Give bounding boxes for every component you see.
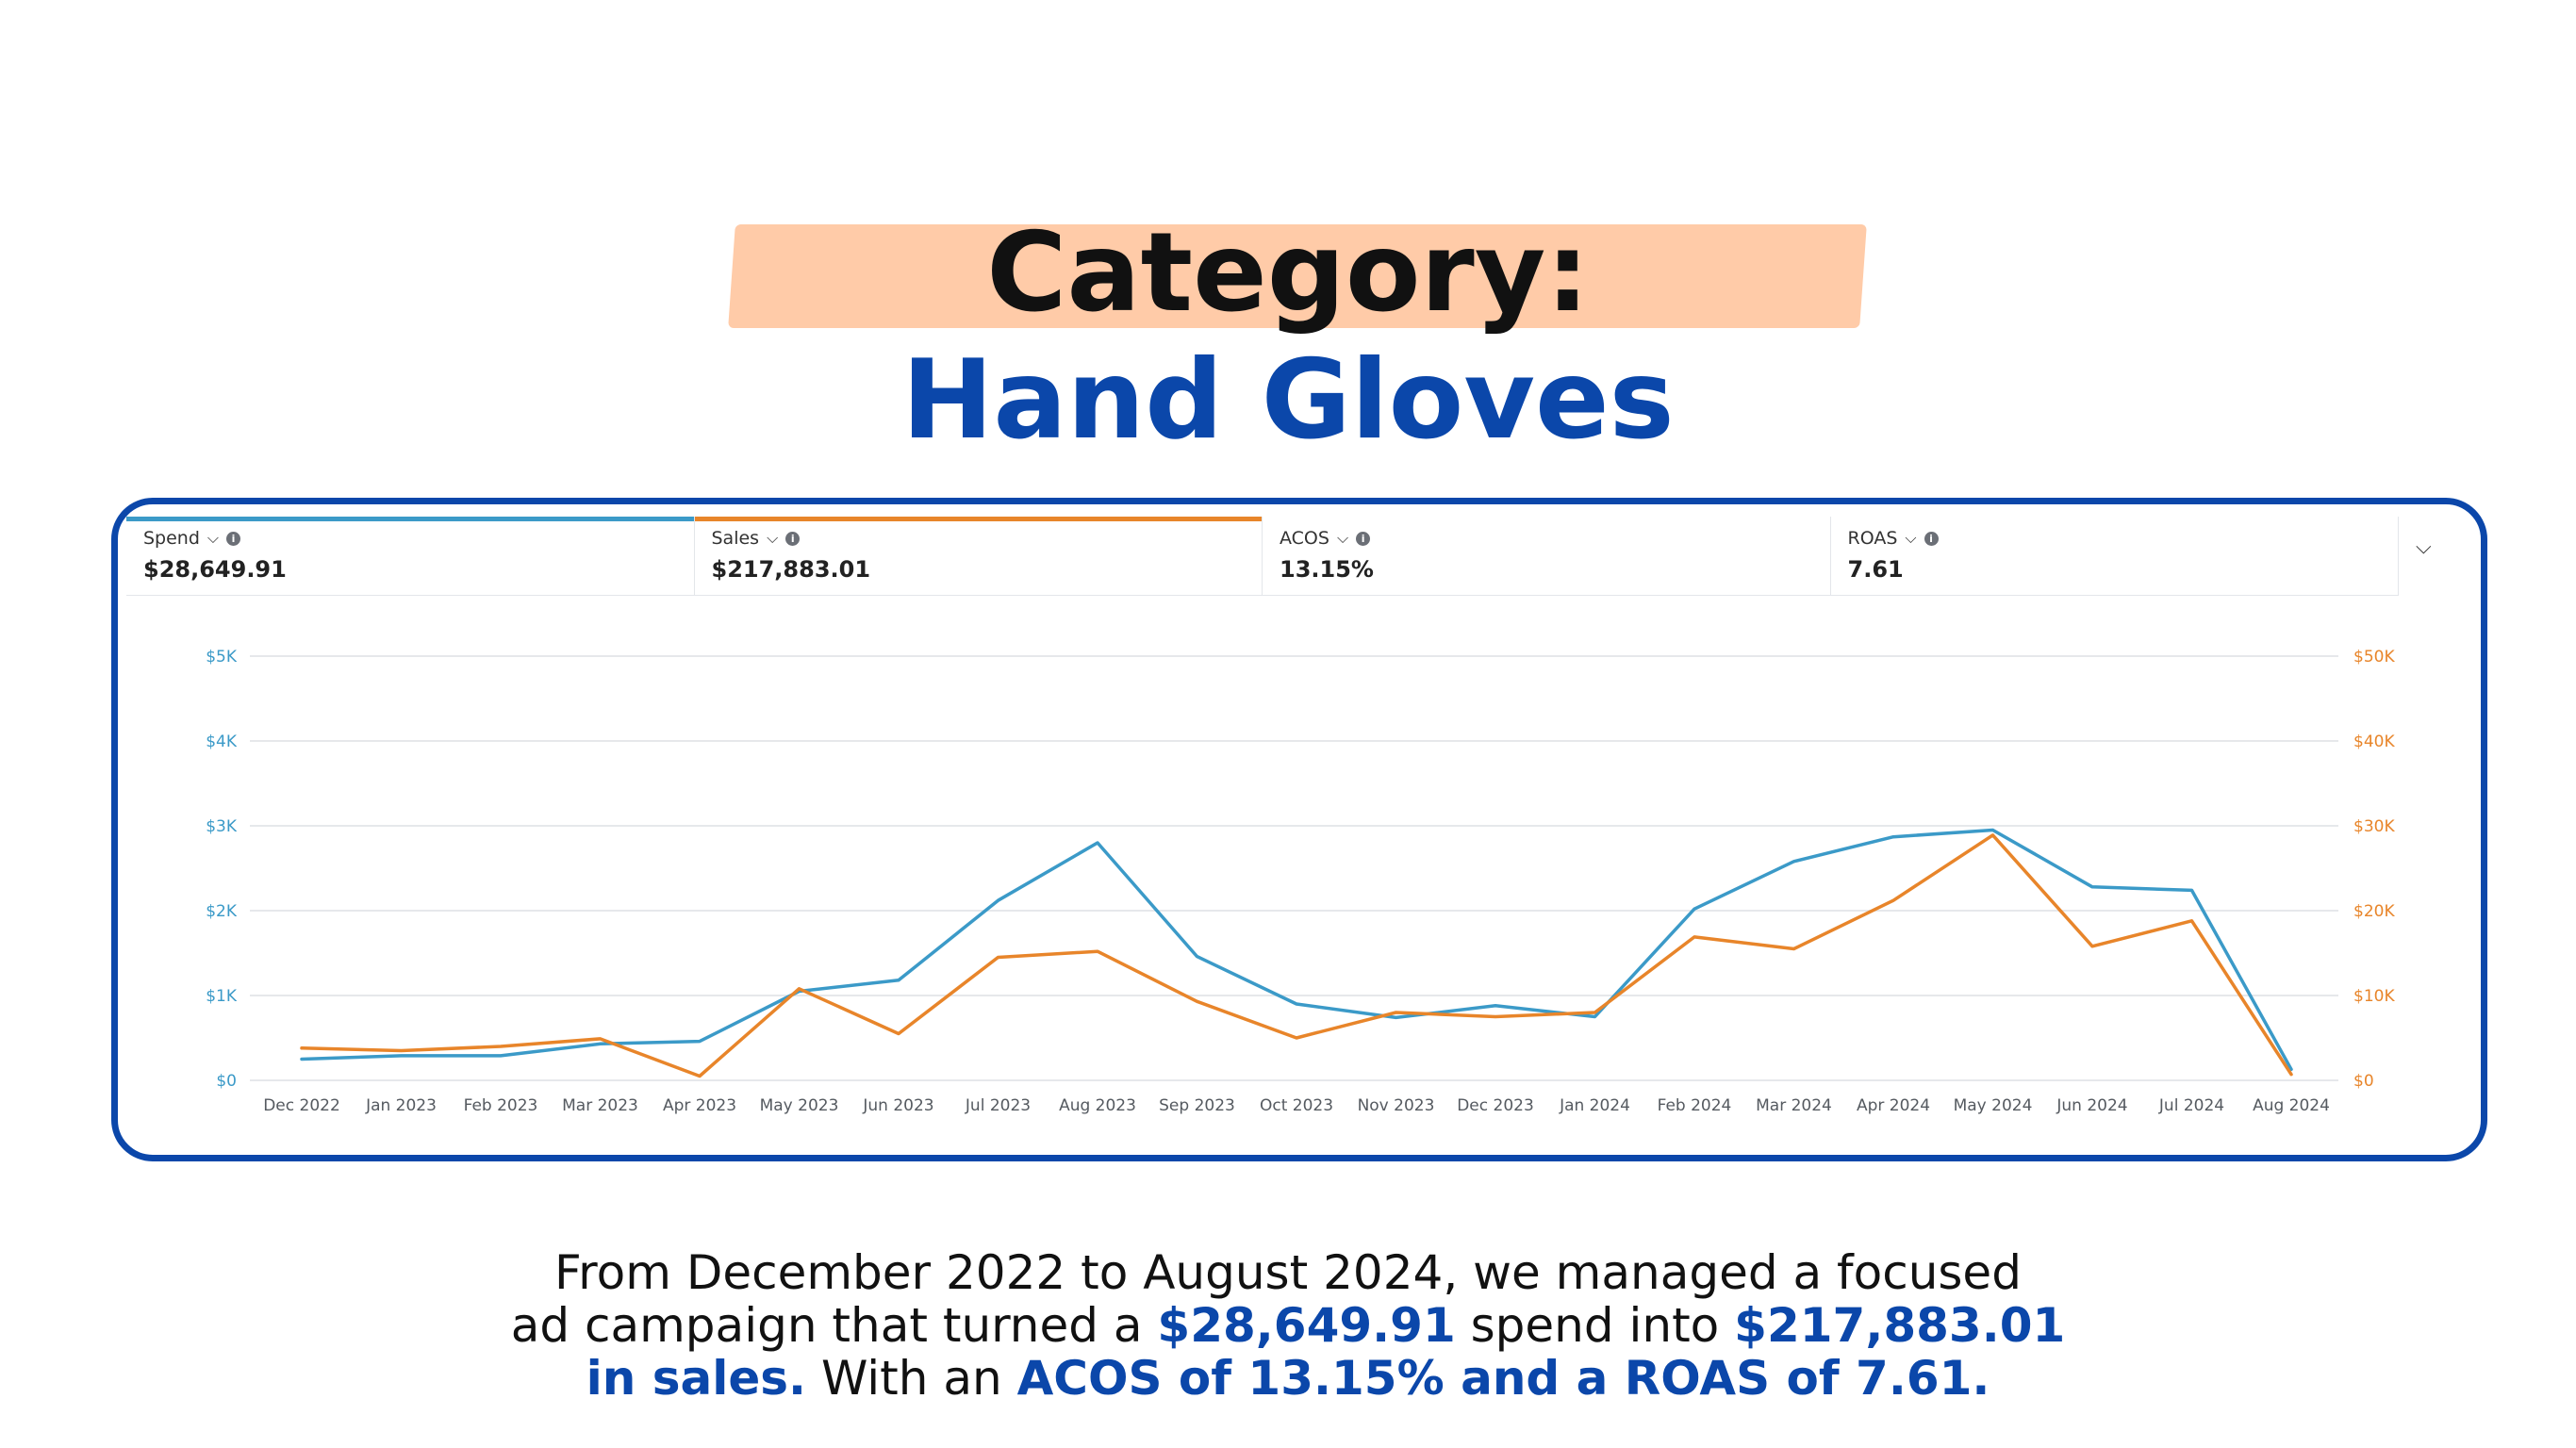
y-left-tick-label: $1K (206, 987, 238, 1006)
summary-line-2: ad campaign that turned a $28,649.91 spe… (510, 1298, 2066, 1353)
y-right-tick-label: $10K (2353, 987, 2395, 1006)
metric-acos[interactable]: ACOS ⌵ i 13.15% (1263, 517, 1831, 595)
x-tick-label: May 2024 (1954, 1096, 2033, 1115)
x-tick-label: Feb 2023 (464, 1096, 538, 1115)
metric-label: ACOS (1280, 528, 1329, 549)
x-tick-label: Mar 2024 (1756, 1096, 1832, 1115)
x-tick-label: Aug 2023 (1059, 1096, 1136, 1115)
metric-row: Spend ⌵ i $28,649.91 Sales ⌵ i $217,883.… (126, 517, 2399, 596)
x-tick-label: Jan 2023 (365, 1096, 437, 1115)
metric-spend[interactable]: Spend ⌵ i $28,649.91 (126, 517, 695, 595)
x-tick-label: Mar 2023 (562, 1096, 638, 1115)
summary-text: From December 2022 to August 2024, we ma… (0, 1246, 2576, 1405)
y-right-tick-label: $30K (2353, 817, 2395, 836)
metric-spend-bar (126, 517, 694, 521)
x-tick-label: Dec 2022 (263, 1096, 340, 1115)
x-tick-label: Jun 2024 (2056, 1096, 2127, 1115)
x-tick-label: Oct 2023 (1260, 1096, 1333, 1115)
y-left-tick-label: $2K (206, 902, 238, 921)
metric-value: $217,883.01 (711, 556, 871, 583)
y-left-tick-label: $4K (206, 732, 238, 751)
x-tick-label: Feb 2024 (1658, 1096, 1732, 1115)
y-left-tick-label: $3K (206, 817, 238, 836)
x-tick-label: Nov 2023 (1358, 1096, 1435, 1115)
chevron-down-icon[interactable]: ⌵ (1336, 529, 1349, 547)
x-tick-label: Jul 2023 (965, 1096, 1031, 1115)
metric-sales[interactable]: Sales ⌵ i $217,883.01 (694, 517, 1263, 595)
summary-line-3: in sales. With an ACOS of 13.15% and a R… (586, 1351, 1990, 1406)
expand-chevron-icon[interactable]: ⌵ (2416, 535, 2432, 559)
metric-label: Sales (711, 528, 760, 549)
series-line-spend (300, 828, 2293, 1072)
y-right-tick-label: $0 (2353, 1072, 2374, 1091)
category-name: Hand Gloves (901, 337, 1675, 464)
series-line-sales (300, 833, 2293, 1078)
info-icon[interactable]: i (785, 531, 801, 546)
acos-roas-highlight: ACOS of 13.15% and a ROAS of 7.61. (1016, 1351, 1990, 1406)
sales-highlight: $217,883.01 (1734, 1298, 2066, 1353)
x-tick-label: Apr 2024 (1857, 1096, 1930, 1115)
metric-value: 13.15% (1280, 556, 1374, 583)
chart-frame (111, 498, 2487, 1161)
y-right-tick-label: $20K (2353, 902, 2395, 921)
x-tick-label: Apr 2023 (663, 1096, 736, 1115)
y-left-tick-label: $0 (216, 1072, 237, 1091)
info-icon[interactable]: i (1924, 531, 1939, 546)
info-icon[interactable]: i (226, 531, 241, 546)
x-tick-label: Jun 2023 (862, 1096, 933, 1115)
x-tick-label: Aug 2024 (2253, 1096, 2330, 1115)
x-tick-label: Jul 2024 (2158, 1096, 2224, 1115)
metric-sales-bar (694, 517, 1262, 521)
y-right-tick-label: $40K (2353, 732, 2395, 751)
metric-label: ROAS (1847, 528, 1898, 549)
metric-label: Spend (143, 528, 200, 549)
category-title: Category: (986, 209, 1590, 337)
x-tick-label: Dec 2023 (1457, 1096, 1534, 1115)
x-tick-label: Jan 2024 (1559, 1096, 1630, 1115)
title-block: Category: Hand Gloves (0, 207, 2576, 462)
metric-roas[interactable]: ROAS ⌵ i 7.61 (1831, 517, 2399, 595)
y-left-tick-label: $5K (206, 648, 238, 666)
chevron-down-icon[interactable]: ⌵ (206, 529, 220, 547)
spend-highlight: $28,649.91 (1157, 1298, 1456, 1353)
chevron-down-icon[interactable]: ⌵ (1905, 529, 1917, 547)
y-right-tick-label: $50K (2353, 648, 2395, 666)
x-tick-label: May 2023 (760, 1096, 839, 1115)
line-chart: $0 $1K $2K $3K $4K $5K $0 $10K $20K $30K $40K $50K D… (206, 648, 2395, 1115)
in-sales-highlight: in sales. (586, 1351, 807, 1406)
metric-value: $28,649.91 (143, 556, 287, 583)
summary-line-1: From December 2022 to August 2024, we ma… (554, 1245, 2022, 1300)
chevron-down-icon[interactable]: ⌵ (767, 529, 779, 547)
metric-value: 7.61 (1847, 556, 1904, 583)
x-tick-label: Sep 2023 (1159, 1096, 1235, 1115)
info-icon[interactable]: i (1356, 531, 1371, 546)
